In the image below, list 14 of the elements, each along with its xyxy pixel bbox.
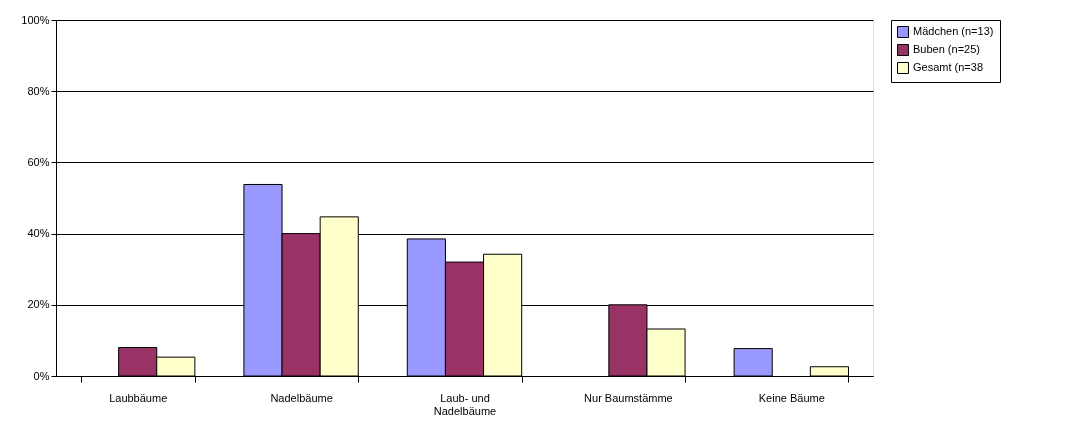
y-tick-label: 100% [21,13,50,26]
x-tick-label: Laubbäume [109,391,168,404]
x-tick-label: Keine Bäume [758,391,825,404]
x-tick-label: Nur Baumstämme [584,391,673,404]
legend-label: Gesamt (n=38 [913,61,984,73]
legend-label: Mädchen (n=13) [913,25,994,37]
x-tick-label: Laub- und Nadelbäume [433,391,497,417]
y-tick-label: 40% [27,227,50,240]
x-tick-label: Nadelbäume [270,391,333,404]
y-tick-label: 80% [27,84,50,97]
y-tick-label: 0% [33,369,50,382]
y-tick-label: 20% [27,298,50,311]
y-tick-label: 60% [27,155,50,168]
legend-label: Buben (n=25) [913,43,980,55]
